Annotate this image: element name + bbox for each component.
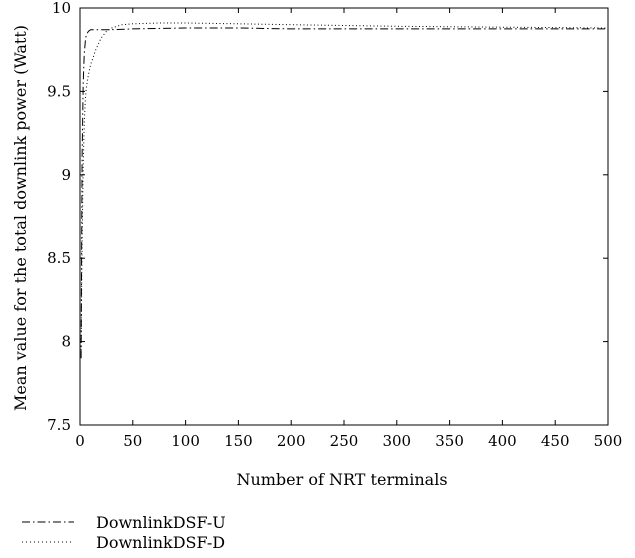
x-tick-label: 450 (541, 432, 570, 450)
legend-label: DownlinkDSF-D (96, 532, 226, 552)
x-tick-label: 500 (594, 432, 623, 450)
x-tick-label: 50 (123, 432, 142, 450)
x-tick-label: 250 (330, 432, 359, 450)
dotted-line-icon (22, 541, 74, 543)
plot-area: 0 50 100 150 200 250 300 350 400 450 500 7.5 8 8.5 9 9.… (47, 0, 622, 450)
y-tick-label: 9.5 (47, 82, 71, 100)
legend: DownlinkDSF-U DownlinkDSF-D (20, 512, 226, 552)
x-tick-label: 200 (277, 432, 306, 450)
x-tick-label: 100 (171, 432, 200, 450)
y-tick-label: 7.5 (47, 416, 71, 434)
y-tick-label: 9 (61, 166, 71, 184)
y-tick-label: 8 (61, 333, 71, 351)
x-tick-label: 150 (224, 432, 253, 450)
y-tick-label: 8.5 (47, 249, 71, 267)
series-line-downlinkdsf-d (80, 22, 609, 350)
x-tick-label: 0 (75, 432, 85, 450)
series-line-downlinkdsf-u (80, 27, 608, 359)
line-chart: 0 50 100 150 200 250 300 350 400 450 500 7.5 8 8.5 9 9.… (11, 0, 622, 489)
legend-item-downlinkdsf-u: DownlinkDSF-U (20, 512, 226, 532)
x-tick-label: 300 (382, 432, 411, 450)
plot-frame (79, 7, 609, 426)
legend-item-downlinkdsf-d: DownlinkDSF-D (20, 532, 226, 552)
legend-label: DownlinkDSF-U (96, 512, 226, 532)
x-axis-title: Number of NRT terminals (236, 470, 447, 489)
y-axis-title: Mean value for the total downlink power … (11, 25, 30, 411)
dash-dot-line-icon (22, 521, 74, 523)
x-tick-label: 350 (435, 432, 464, 450)
x-tick-label: 400 (488, 432, 517, 450)
y-tick-label: 10 (52, 0, 71, 17)
